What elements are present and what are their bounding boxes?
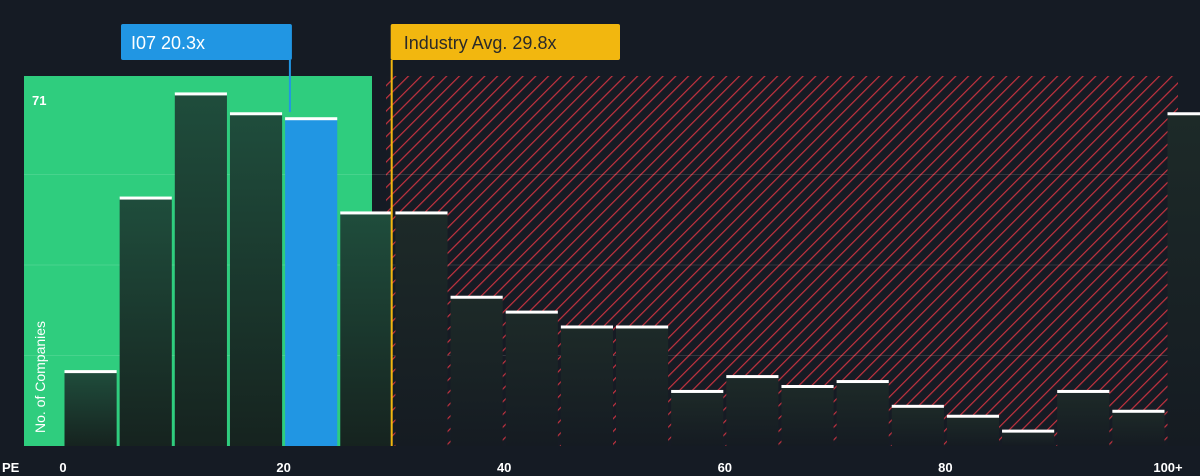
histogram-bar	[450, 297, 503, 446]
histogram-bar	[781, 386, 834, 446]
histogram-bar-cap	[560, 325, 613, 329]
industry-avg-callout: Industry Avg. 29.8x	[390, 24, 620, 60]
histogram-bar-cap	[946, 414, 1000, 418]
histogram-bar-cap	[1002, 429, 1055, 433]
x-tick-label: 40	[497, 460, 511, 475]
x-tick-label: 60	[718, 460, 732, 475]
x-tick-label: 20	[276, 460, 290, 475]
histogram-bar-cap	[174, 92, 227, 96]
histogram-bar-cap	[1112, 409, 1165, 413]
histogram-bar-cap	[285, 117, 338, 121]
x-tick-label: 80	[938, 460, 952, 475]
histogram-bar-cap	[726, 375, 779, 379]
histogram-bar-cap	[671, 389, 724, 393]
histogram-bar-cap	[119, 196, 172, 200]
histogram-bar	[1112, 411, 1165, 446]
company-callout-label: I07 20.3x	[131, 33, 205, 53]
histogram-bar-cap	[340, 211, 393, 215]
x-tick-label: 0	[59, 460, 66, 475]
histogram-bar	[946, 416, 1000, 446]
histogram-bar	[891, 406, 944, 446]
histogram-bar	[1002, 431, 1055, 446]
histogram-bar	[726, 376, 779, 446]
histogram-bar	[1167, 113, 1200, 447]
histogram-bar-cap	[616, 325, 669, 329]
histogram-bar-cap	[64, 370, 117, 374]
histogram-bar	[616, 326, 669, 446]
histogram-bar	[119, 198, 172, 446]
histogram-bars	[64, 92, 1200, 447]
histogram-bar-cap	[450, 295, 503, 299]
histogram-bar-cap	[1167, 112, 1200, 116]
histogram-bar-cap	[1057, 389, 1110, 393]
histogram-bar	[174, 93, 227, 446]
x-tick-labels: 0 20 40 60 80 100+	[59, 460, 1183, 475]
histogram-bar-cap	[505, 310, 558, 314]
histogram-bar	[229, 113, 283, 447]
histogram-bar	[285, 118, 338, 446]
industry-callout-label: Industry Avg. 29.8x	[404, 33, 557, 53]
company-pe-callout: I07 20.3x	[121, 24, 292, 60]
histogram-bar-cap	[891, 404, 944, 408]
histogram-bar	[395, 212, 448, 446]
histogram-bar	[560, 326, 613, 446]
value-markers	[288, 60, 393, 446]
histogram-bar	[1057, 391, 1110, 446]
company-callout-box	[121, 24, 292, 60]
histogram-bar	[505, 312, 558, 446]
histogram-bar	[836, 381, 889, 446]
histogram-bar	[64, 371, 117, 446]
y-axis-label: No. of Companies	[32, 321, 48, 433]
histogram-bar-cap	[395, 211, 448, 215]
histogram-bar-cap	[836, 380, 889, 384]
histogram-bar	[671, 391, 724, 446]
y-max-label: 71	[32, 93, 46, 108]
histogram-bar-cap	[781, 384, 834, 388]
x-axis-label: PE	[2, 460, 20, 475]
industry-callout-box	[390, 24, 620, 60]
histogram-bar-cap	[229, 112, 283, 116]
x-tick-label: 100+	[1153, 460, 1183, 475]
histogram-bar	[340, 212, 393, 446]
